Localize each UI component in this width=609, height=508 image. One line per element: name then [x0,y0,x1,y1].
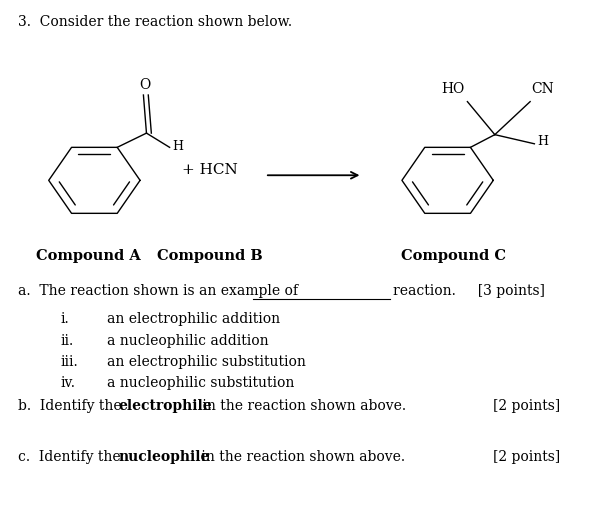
Text: in the reaction shown above.: in the reaction shown above. [197,450,405,464]
Text: Compound C: Compound C [401,249,506,263]
Text: ii.: ii. [61,334,74,348]
Text: + HCN: + HCN [182,163,238,177]
Text: i.: i. [61,312,69,327]
Text: a nucleophilic addition: a nucleophilic addition [107,334,268,348]
Text: a nucleophilic substitution: a nucleophilic substitution [107,376,294,391]
Text: 3.  Consider the reaction shown below.: 3. Consider the reaction shown below. [18,15,292,29]
Text: H: H [172,140,184,153]
Text: O: O [139,78,151,92]
Text: b.  Identify the: b. Identify the [18,399,126,413]
Text: iii.: iii. [61,355,79,369]
Text: Compound A: Compound A [36,249,141,263]
FancyArrowPatch shape [268,172,357,179]
Text: reaction.     [3 points]: reaction. [3 points] [393,284,545,299]
Text: iv.: iv. [61,376,76,391]
Text: electrophile: electrophile [119,399,213,413]
Text: Compound B: Compound B [157,249,263,263]
Text: H: H [537,135,549,148]
Text: nucleophile: nucleophile [119,450,210,464]
Text: an electrophilic addition: an electrophilic addition [107,312,280,327]
Text: in the reaction shown above.: in the reaction shown above. [198,399,406,413]
Text: HO: HO [441,81,464,96]
Text: a.  The reaction shown is an example of: a. The reaction shown is an example of [18,284,298,299]
Text: [2 points]: [2 points] [493,399,560,413]
Text: [2 points]: [2 points] [493,450,560,464]
Text: c.  Identify the: c. Identify the [18,450,125,464]
Text: an electrophilic substitution: an electrophilic substitution [107,355,306,369]
Text: CN: CN [531,81,554,96]
